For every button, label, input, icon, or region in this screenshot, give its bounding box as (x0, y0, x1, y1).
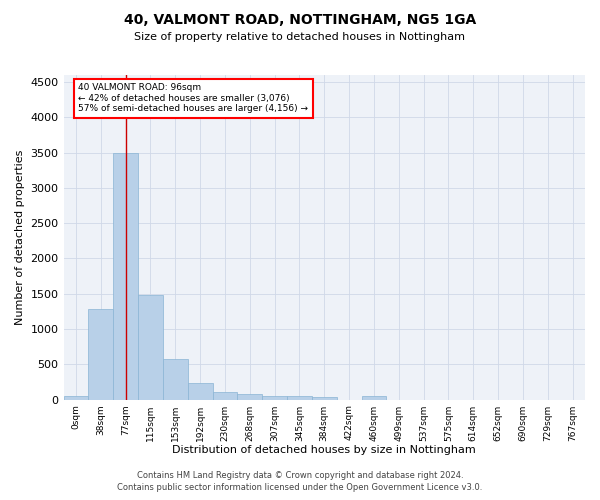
Bar (113, 152, 138, 400)
Bar (188, 382, 212, 400)
Bar (238, 394, 262, 400)
Text: 40, VALMONT ROAD, NOTTINGHAM, NG5 1GA: 40, VALMONT ROAD, NOTTINGHAM, NG5 1GA (124, 12, 476, 26)
Bar (88, 310, 113, 400)
Bar (163, 359, 188, 400)
Text: Contains HM Land Registry data © Crown copyright and database right 2024.
Contai: Contains HM Land Registry data © Crown c… (118, 471, 482, 492)
Text: Size of property relative to detached houses in Nottingham: Size of property relative to detached ho… (134, 32, 466, 42)
Bar (362, 396, 386, 400)
Bar (212, 392, 238, 400)
X-axis label: Distribution of detached houses by size in Nottingham: Distribution of detached houses by size … (172, 445, 476, 455)
Y-axis label: Number of detached properties: Number of detached properties (15, 150, 25, 325)
Bar (64, 396, 88, 400)
Bar (312, 397, 337, 400)
Bar (262, 396, 287, 400)
Text: 40 VALMONT ROAD: 96sqm
← 42% of detached houses are smaller (3,076)
57% of semi-: 40 VALMONT ROAD: 96sqm ← 42% of detached… (79, 84, 308, 114)
Bar (287, 396, 312, 400)
Bar (138, 295, 163, 400)
